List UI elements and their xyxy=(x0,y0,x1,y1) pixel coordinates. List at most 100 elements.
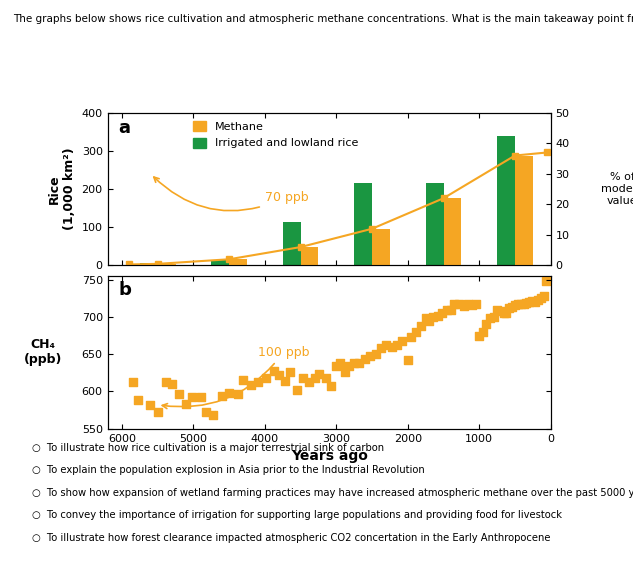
Bar xyxy=(211,259,229,266)
Point xyxy=(406,333,417,342)
Point xyxy=(544,275,555,284)
Point xyxy=(375,343,385,352)
Text: ○  To illustrate how rice cultivation is a major terrestrial sink of carbon: ○ To illustrate how rice cultivation is … xyxy=(32,443,384,453)
Point xyxy=(428,312,438,321)
Text: ○  To show how expansion of wetland farming practices may have increased atmosph: ○ To show how expansion of wetland farmi… xyxy=(32,488,633,498)
Point xyxy=(420,314,430,323)
Y-axis label: Rice
(1,000 km²): Rice (1,000 km²) xyxy=(48,148,76,231)
Point xyxy=(365,351,375,360)
Point xyxy=(478,327,488,336)
Point xyxy=(325,382,335,391)
Point xyxy=(381,341,391,350)
Point xyxy=(196,393,206,402)
Point xyxy=(541,277,551,286)
Point xyxy=(530,298,540,307)
Point xyxy=(424,317,434,326)
Point xyxy=(489,312,499,321)
Point xyxy=(510,301,520,310)
Point xyxy=(492,305,502,314)
Point xyxy=(201,408,211,417)
Point xyxy=(505,303,515,312)
Point xyxy=(253,378,263,387)
Point xyxy=(442,305,452,314)
Y-axis label: CH₄
(ppb): CH₄ (ppb) xyxy=(23,338,62,367)
Point xyxy=(174,389,184,398)
Point xyxy=(292,385,302,394)
Point xyxy=(507,302,517,311)
Text: ○  To convey the importance of irrigation for supporting large populations and p: ○ To convey the importance of irrigation… xyxy=(32,510,561,521)
Bar xyxy=(301,247,318,266)
Bar xyxy=(425,183,444,266)
Point xyxy=(132,396,142,405)
Point xyxy=(474,331,484,340)
Point xyxy=(446,305,456,314)
Point xyxy=(335,359,345,368)
Bar xyxy=(283,222,301,266)
Point xyxy=(467,301,477,310)
Point xyxy=(449,299,460,308)
Point xyxy=(153,408,163,417)
Point xyxy=(354,359,364,368)
Point xyxy=(416,321,426,331)
Point xyxy=(314,369,324,378)
Point xyxy=(274,371,284,380)
Point xyxy=(458,301,468,310)
Point xyxy=(280,377,290,386)
Point xyxy=(397,336,407,345)
Text: The graphs below shows rice cultivation and atmospheric methane concentrations. : The graphs below shows rice cultivation … xyxy=(13,14,633,24)
Legend: Methane, Irrigated and lowland rice: Methane, Irrigated and lowland rice xyxy=(189,117,363,153)
Point xyxy=(298,373,308,382)
Point xyxy=(470,299,480,308)
Text: ○  To explain the population explosion in Asia prior to the Industrial Revolutio: ○ To explain the population explosion in… xyxy=(32,465,424,475)
Point xyxy=(344,362,354,371)
Point xyxy=(437,308,447,317)
Bar xyxy=(444,198,461,266)
Point xyxy=(146,400,156,409)
Point xyxy=(360,354,370,363)
Point xyxy=(518,299,529,308)
Point xyxy=(304,378,314,387)
Text: b: b xyxy=(119,281,132,298)
Point xyxy=(269,366,279,375)
Point xyxy=(261,373,272,382)
Point xyxy=(527,296,537,305)
Point xyxy=(524,298,534,307)
Point xyxy=(331,362,341,371)
Point xyxy=(128,378,138,387)
Point xyxy=(498,309,508,318)
Point xyxy=(310,373,320,382)
Point xyxy=(463,300,473,309)
Point xyxy=(501,309,511,318)
Text: ○  To illustrate how forest clearance impacted atmospheric CO2 concertation in t: ○ To illustrate how forest clearance imp… xyxy=(32,533,550,543)
Bar xyxy=(158,264,175,266)
Bar xyxy=(140,263,158,266)
Point xyxy=(387,342,397,351)
Point xyxy=(370,350,380,359)
Point xyxy=(167,380,177,389)
Point xyxy=(539,292,549,301)
Point xyxy=(181,399,191,408)
Point xyxy=(246,381,256,390)
Point xyxy=(533,296,543,305)
Point xyxy=(454,299,464,308)
Point xyxy=(320,373,330,382)
Point xyxy=(536,294,546,303)
Text: a: a xyxy=(119,119,130,137)
Point xyxy=(232,390,242,399)
Point xyxy=(224,389,234,398)
Text: 70 ppb: 70 ppb xyxy=(154,177,308,211)
X-axis label: Years ago: Years ago xyxy=(291,449,368,463)
Point xyxy=(239,376,249,385)
Point xyxy=(522,298,532,307)
Point xyxy=(403,356,413,365)
Point xyxy=(496,306,506,315)
Point xyxy=(481,320,491,329)
Point xyxy=(485,314,495,323)
Point xyxy=(411,327,422,336)
Bar xyxy=(497,136,515,266)
Point xyxy=(285,368,295,377)
Point xyxy=(392,340,402,349)
Bar xyxy=(372,229,390,266)
Point xyxy=(513,299,523,308)
Bar xyxy=(229,259,247,266)
